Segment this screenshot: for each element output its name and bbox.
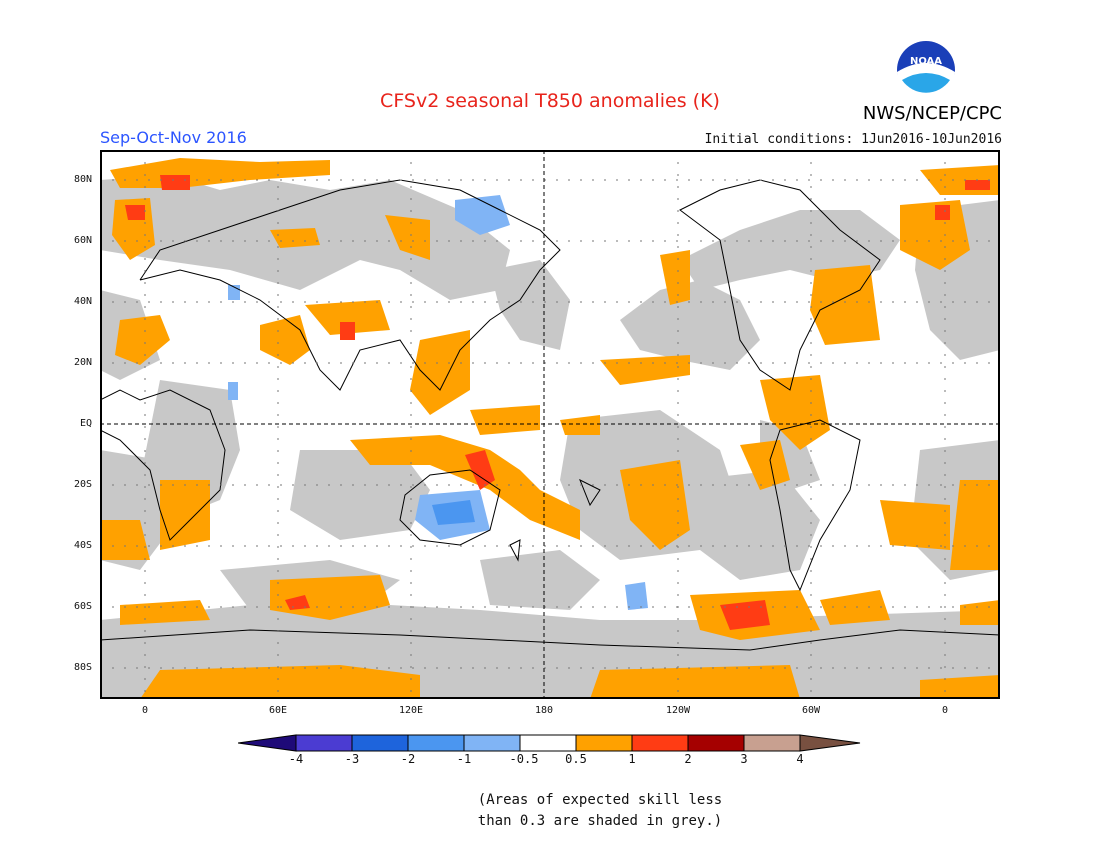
lat-label: EQ: [79, 418, 92, 429]
colorbar-segment: [799, 734, 861, 752]
anomaly-map: [100, 150, 1000, 699]
lat-label: 40N: [73, 296, 92, 307]
footnote-line: than 0.3 are shaded in grey.): [477, 813, 723, 829]
colorbar-label: 4: [796, 752, 804, 766]
colorbar-label: -3: [344, 752, 360, 766]
lon-label: 0: [941, 705, 949, 716]
footnote-line: (Areas of expected skill less: [477, 792, 723, 808]
colorbar-segment: [463, 734, 521, 752]
colorbar-segment: [519, 734, 577, 752]
svg-text:NOAA: NOAA: [910, 56, 942, 67]
lon-label: 180: [534, 705, 554, 716]
skill-footnote: (Areas of expected skill less than 0.3 a…: [470, 790, 730, 832]
colorbar-label: -0.5: [509, 752, 539, 766]
colorbar-segment: [687, 734, 745, 752]
noaa-logo-icon: NOAA: [897, 41, 955, 100]
lon-label: 120E: [398, 705, 424, 716]
lat-label: 40S: [73, 540, 92, 551]
colorbar-label: 2: [684, 752, 692, 766]
lon-label: 60W: [801, 705, 821, 716]
colorbar-label: -2: [400, 752, 416, 766]
colorbar-segment: [743, 734, 801, 752]
lat-label: 80S: [73, 662, 92, 673]
chart-title: CFSv2 seasonal T850 anomalies (K): [380, 90, 720, 112]
colorbar-segment: [407, 734, 465, 752]
strong-warm-anomaly-regions: [125, 175, 990, 630]
lat-label: 20N: [73, 357, 92, 368]
colorbar-segment: [238, 734, 297, 752]
colorbar-label: -1: [456, 752, 472, 766]
lon-label: 60E: [268, 705, 288, 716]
colorbar-segment: [631, 734, 689, 752]
lat-label: 60S: [73, 601, 92, 612]
strong-cool-anomaly-regions: [432, 500, 475, 525]
colorbar-segment: [575, 734, 633, 752]
coastlines: [100, 179, 1000, 651]
initial-conditions-label: Initial conditions: 1Jun2016-10Jun2016: [704, 132, 1002, 147]
lat-label: 20S: [73, 479, 92, 490]
lon-label: 120W: [665, 705, 691, 716]
lat-label: 80N: [73, 174, 92, 185]
agency-label: NWS/NCEP/CPC: [862, 103, 1002, 124]
colorbar-segment: [351, 734, 409, 752]
graticule: [100, 150, 1000, 699]
colorbar-label: 3: [740, 752, 748, 766]
colorbar: [238, 734, 861, 752]
season-label: Sep-Oct-Nov 2016: [100, 128, 247, 147]
colorbar-segment: [295, 734, 353, 752]
colorbar-label: 0.5: [565, 752, 587, 766]
colorbar-label: -4: [288, 752, 304, 766]
lat-label: 60N: [73, 235, 92, 246]
colorbar-label: 1: [628, 752, 636, 766]
lon-label: 0: [141, 705, 149, 716]
